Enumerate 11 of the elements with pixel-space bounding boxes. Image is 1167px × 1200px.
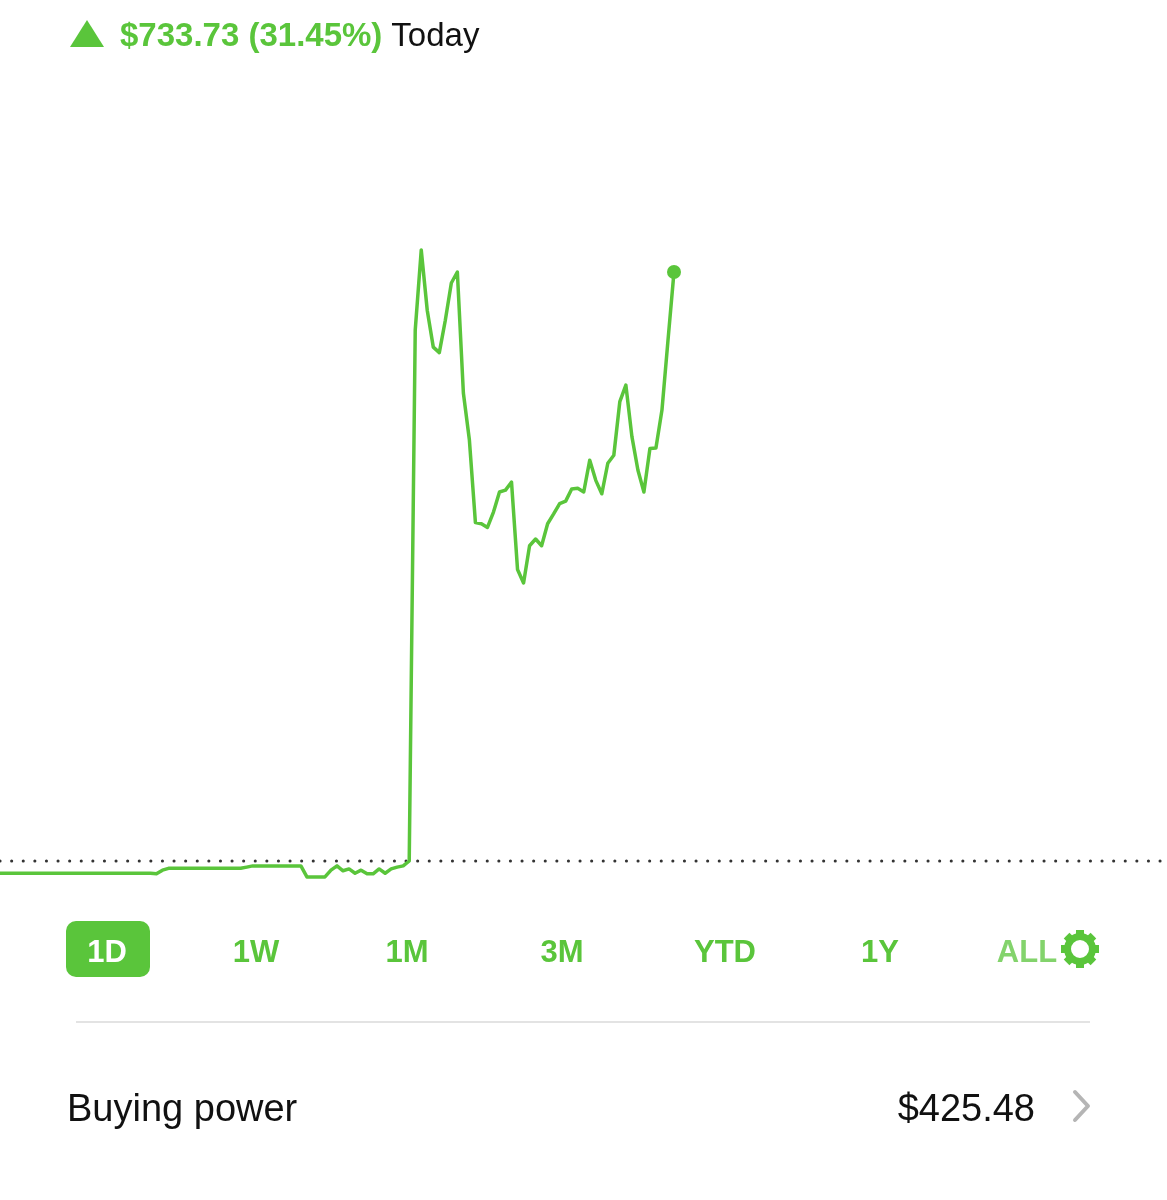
chart-subtitle: Today [391,16,480,53]
text: 1Y [861,934,900,969]
text: $425.48 [897,1087,1035,1129]
text: 1W [232,934,280,969]
text: YTD [694,934,756,969]
chart-title: $733.73 (31.45%) [120,16,383,53]
text: 1D [87,934,127,969]
text: ALL [996,934,1058,969]
text: Buying power [67,1087,298,1129]
text: 1M [385,934,429,969]
text: 3M [540,934,584,969]
